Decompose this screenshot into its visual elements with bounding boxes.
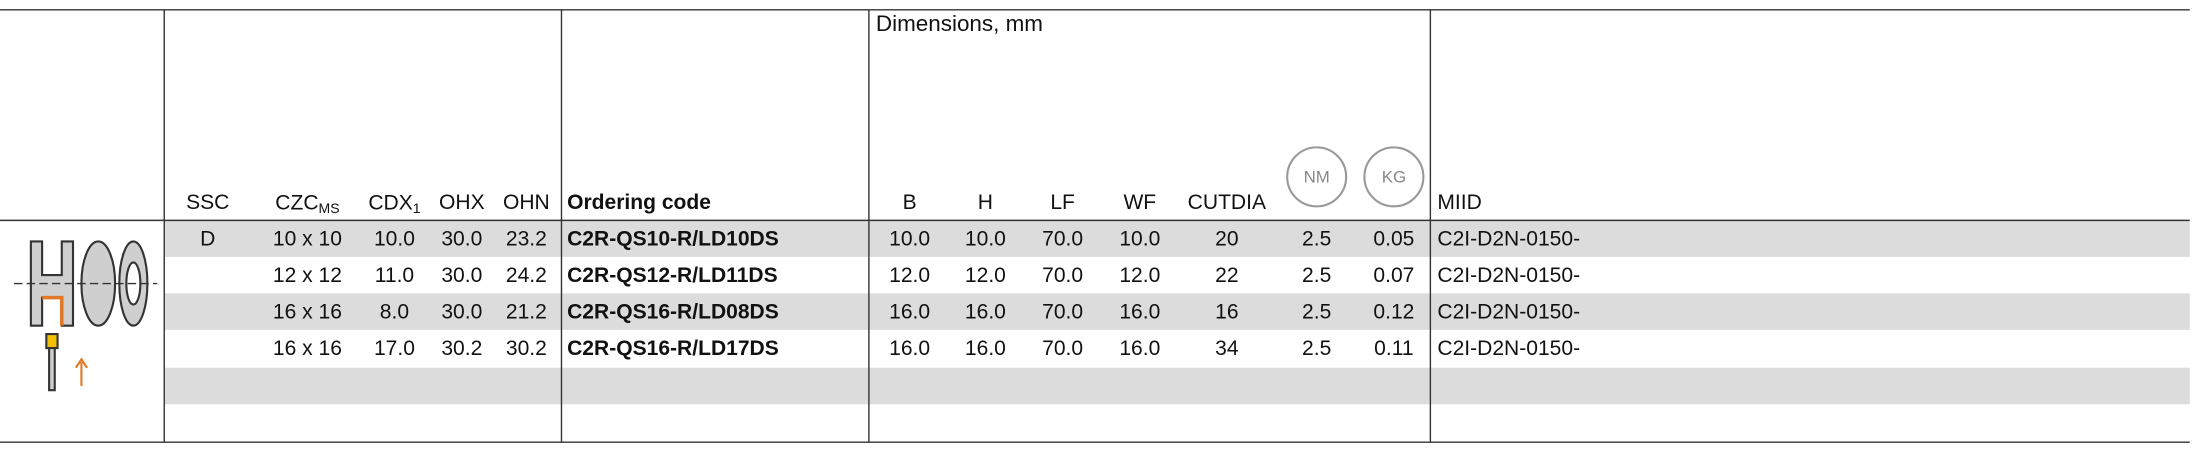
cell: 16 x 16 xyxy=(273,301,342,324)
header-main: CZC xyxy=(275,191,318,214)
cell: 2.5 xyxy=(1302,264,1331,287)
cell: 70.0 xyxy=(1042,228,1083,251)
cell: 2.5 xyxy=(1302,337,1331,360)
cell: 2.5 xyxy=(1302,301,1331,324)
group-header: Dimensions, mm xyxy=(876,11,1043,36)
cell: 24.2 xyxy=(506,264,547,287)
cell: 20 xyxy=(1215,228,1238,251)
cell: 16.0 xyxy=(889,337,930,360)
unit-icons xyxy=(1286,146,1425,208)
row-bands xyxy=(164,220,2190,405)
column-header: MIID xyxy=(1437,191,1481,214)
cell: 0.07 xyxy=(1373,264,1414,287)
cell: 2.5 xyxy=(1302,228,1331,251)
cell: 10.0 xyxy=(374,228,415,251)
column-header: SSC xyxy=(186,191,229,214)
cell: 10.0 xyxy=(889,228,930,251)
header-sub: MS xyxy=(319,200,340,216)
cell: 10 x 10 xyxy=(273,228,342,251)
cell: 23.2 xyxy=(506,228,547,251)
cell: 10.0 xyxy=(1119,228,1160,251)
cell: 30.0 xyxy=(441,264,482,287)
column-header: Ordering code xyxy=(567,191,711,214)
column-header: LF xyxy=(1050,191,1075,214)
cell: 70.0 xyxy=(1042,337,1083,360)
cell: 30.2 xyxy=(506,337,547,360)
column-header: B xyxy=(903,191,917,214)
cell: 11.0 xyxy=(375,264,414,287)
cell: C2I-D2N-0150- xyxy=(1437,228,1580,251)
cell: 10.0 xyxy=(965,228,1006,251)
cell: 12.0 xyxy=(965,264,1006,287)
cell: D xyxy=(200,228,215,251)
header-sub: 1 xyxy=(413,200,421,216)
cell: C2I-D2N-0150- xyxy=(1437,337,1580,360)
tool-icon xyxy=(14,240,158,392)
cell: 16.0 xyxy=(965,337,1006,360)
cell: 16.0 xyxy=(1119,337,1160,360)
column-header: KG xyxy=(1382,168,1406,187)
cell: 16.0 xyxy=(889,301,930,324)
cell: 17.0 xyxy=(374,337,415,360)
row-band xyxy=(164,367,2190,405)
cell: 0.12 xyxy=(1373,301,1414,324)
column-header: CZCMS xyxy=(275,191,339,216)
cell: 12 x 12 xyxy=(273,264,342,287)
ordering-code: C2R-QS10-R/LD10DS xyxy=(567,228,779,251)
column-header: CDX1 xyxy=(368,191,420,216)
ordering-code: C2R-QS16-R/LD08DS xyxy=(567,301,779,324)
cell: 12.0 xyxy=(1119,264,1160,287)
cell: 16 x 16 xyxy=(273,337,342,360)
column-header: CUTDIA xyxy=(1188,191,1266,214)
cell: 12.0 xyxy=(889,264,930,287)
ordering-code: C2R-QS16-R/LD17DS xyxy=(567,337,779,360)
cell: 30.0 xyxy=(441,301,482,324)
cell: 22 xyxy=(1215,264,1238,287)
cell: 16 xyxy=(1215,301,1238,324)
column-header: OHN xyxy=(503,191,550,214)
cell: 0.11 xyxy=(1374,337,1413,360)
cell: C2I-D2N-0150- xyxy=(1437,264,1580,287)
rules xyxy=(0,9,2190,443)
ordering-code: C2R-QS12-R/LD11DS xyxy=(567,264,778,287)
cell: 8.0 xyxy=(380,301,409,324)
cell: 16.0 xyxy=(965,301,1006,324)
cell: 0.05 xyxy=(1373,228,1414,251)
column-header: WF xyxy=(1123,191,1156,214)
cell: 70.0 xyxy=(1042,264,1083,287)
header-main: CDX xyxy=(368,191,412,214)
cell: 34 xyxy=(1215,337,1239,360)
column-header: OHX xyxy=(439,191,485,214)
row-band xyxy=(164,220,2190,257)
cell: 70.0 xyxy=(1042,301,1083,324)
cell: C2I-D2N-0150- xyxy=(1437,301,1580,324)
cell: 30.0 xyxy=(441,228,482,251)
cell: 21.2 xyxy=(506,301,547,324)
cell: 30.2 xyxy=(441,337,482,360)
row-band xyxy=(164,293,2190,330)
column-header: NM xyxy=(1304,168,1330,187)
column-header: H xyxy=(978,191,993,214)
cell: 16.0 xyxy=(1119,301,1160,324)
